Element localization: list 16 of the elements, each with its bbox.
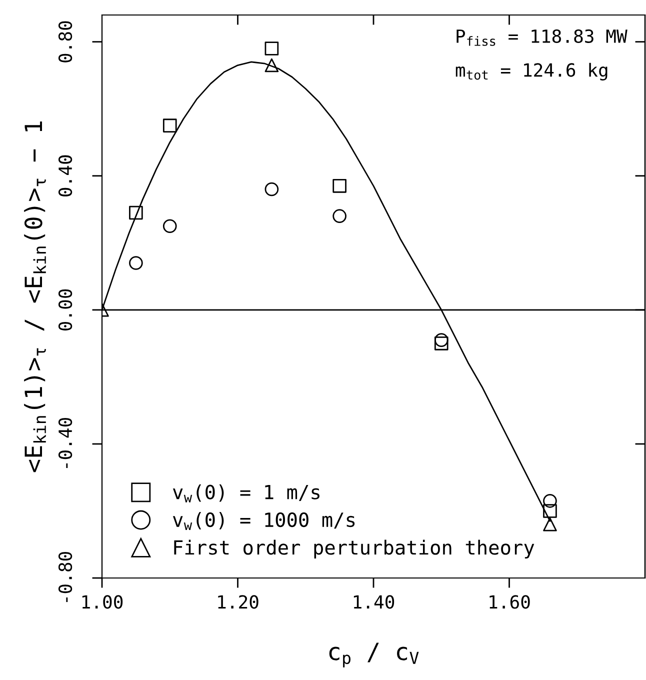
y-tick-label: -0.80 (58, 552, 72, 602)
y-tick-label: -0.40 (58, 418, 72, 468)
y-tick-label: 0.80 (58, 21, 72, 62)
x-axis-title: c$_{p}$ / c$_{V}$ (329, 642, 419, 668)
x-tick-label: 1.40 (354, 595, 394, 609)
x-tick-label: 1.20 (218, 595, 258, 609)
legend-label: v$_{w}$(0) = 1000 m/s (172, 512, 355, 530)
text: <E$_{kin}$(1)>$_{τ}$ / <E$_{kin}$(0)>$_{τ}$ − 1 (24, 122, 46, 472)
legend-label: First order perturbation theory (174, 540, 534, 559)
annotation: P$_{fiss}$ = 118.83 MW (456, 29, 628, 46)
x-tick-label: 1.00 (82, 595, 123, 609)
legend-label: v$_{w}$(0) = 1 m/s (172, 484, 320, 502)
annotation: m$_{tot}$ = 124.6 kg (456, 62, 608, 80)
y-tick-label: 0.40 (58, 155, 72, 196)
y-tick-label: 0.00 (58, 289, 72, 330)
x-tick-label: 1.60 (490, 595, 530, 609)
